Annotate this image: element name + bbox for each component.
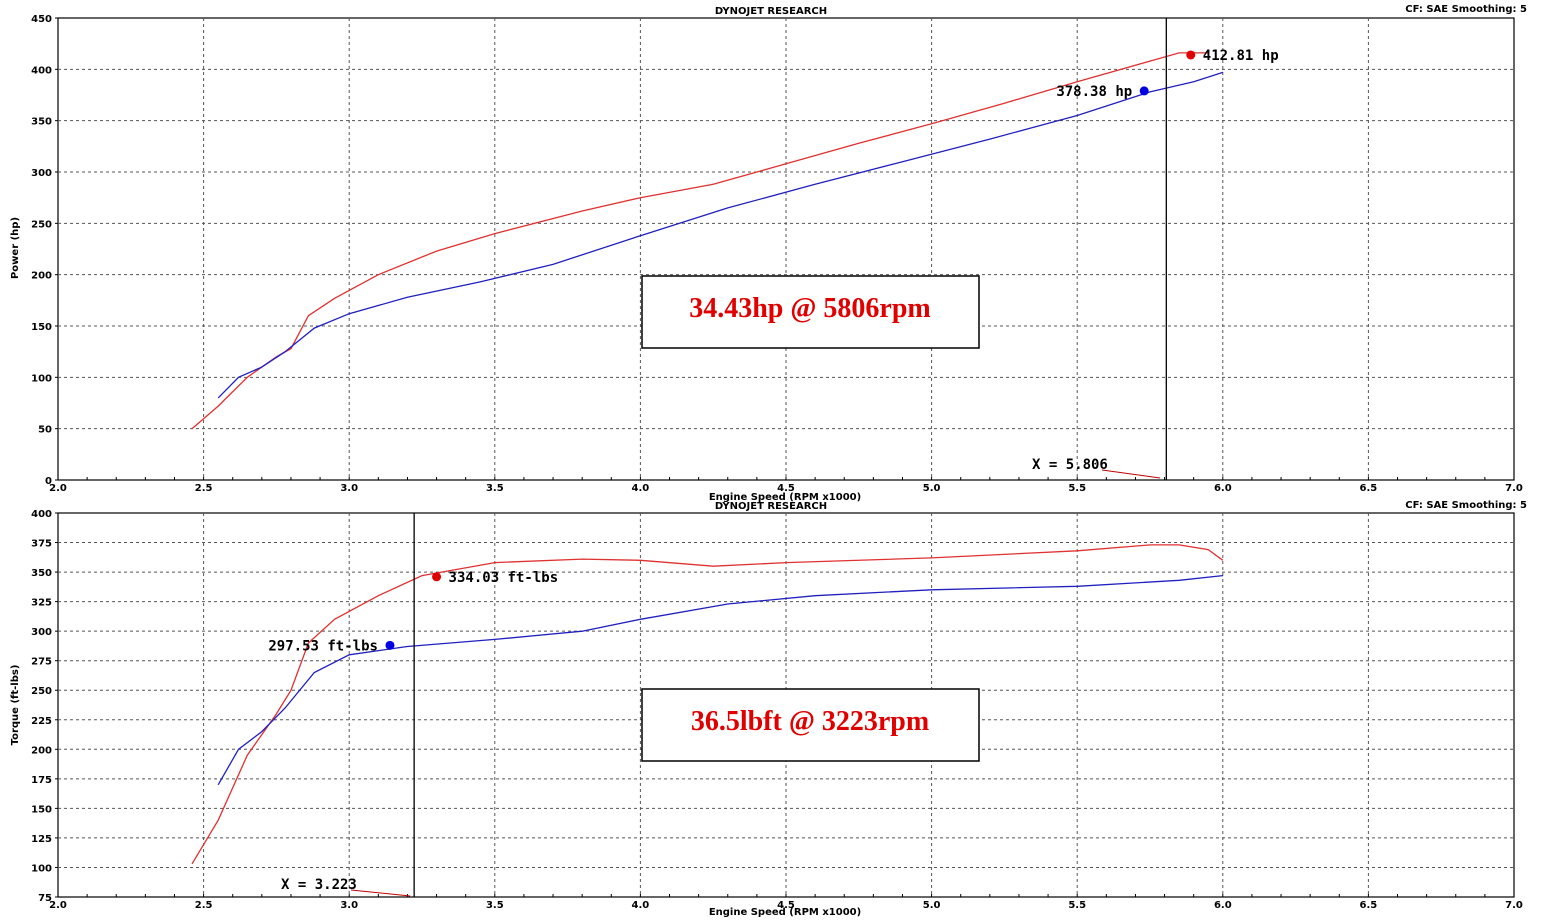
torque-x-axis-label: Engine Speed (RPM x1000) [709,907,861,918]
marker-point [385,640,395,650]
y-tick-label: 200 [31,271,52,282]
torque-header: DYNOJET RESEARCH [715,501,827,512]
power-series [191,52,1223,430]
marker-point [1186,50,1196,60]
torque-grid [57,512,1515,898]
power-settings: CF: SAE Smoothing: 5 [1405,4,1527,15]
y-tick-label: 175 [31,775,52,786]
y-tick-label: 75 [38,893,52,904]
marker-label: 297.53 ft-lbs [268,638,378,654]
y-tick-label: 250 [31,686,52,697]
y-tick-label: 400 [31,65,52,76]
x-tick-label: 4.5 [777,483,795,494]
power-annotation-text: 34.43hp @ 5806rpm [689,293,931,324]
y-tick-label: 450 [31,14,52,25]
y-tick-label: 350 [31,117,52,128]
x-tick-label: 2.5 [195,900,213,911]
x-tick-label: 3.5 [486,483,504,494]
torque-y-ticks: 75 100 125 150 175 200 225 250 275 300 325 350 375 40… [31,509,58,904]
y-tick-label: 50 [38,425,52,436]
torque-series [191,544,1224,865]
y-tick-label: 400 [31,509,52,520]
x-tick-label: 3.0 [340,483,358,494]
torque-annotation-text: 36.5lbft @ 3223rpm [691,706,929,737]
power-grid [57,17,1515,481]
y-tick-label: 125 [31,834,52,845]
series-line-red [191,544,1224,865]
y-tick-label: 250 [31,219,52,230]
power-y-axis-label: Power (hp) [10,217,21,279]
y-tick-label: 300 [31,168,52,179]
cursor-label: X = 5.806 [1032,457,1108,473]
x-tick-label: 6.0 [1214,483,1232,494]
x-tick-label: 6.5 [1360,483,1378,494]
x-tick-label: 3.0 [340,900,358,911]
torque-annotation-box: 36.5lbft @ 3223rpm [641,688,980,762]
y-tick-label: 325 [31,598,52,609]
x-tick-label: 6.5 [1360,900,1378,911]
torque-x-ticks: 2.0 2.5 3.0 3.5 4.0 4.5 5.0 5.5 6.0 6.5 7.0 [49,900,1523,911]
x-tick-label: 3.5 [486,900,504,911]
y-tick-label: 150 [31,804,52,815]
x-tick-label: 4.0 [632,483,650,494]
power-x-ticks: 2.0 2.5 3.0 3.5 4.0 4.5 5.0 5.5 6.0 6.5 7.0 [49,483,1523,494]
power-cursor[interactable]: X = 5.806 [1032,18,1167,480]
x-tick-label: 6.0 [1214,900,1232,911]
x-tick-label: 2.0 [49,483,67,494]
cursor-leader-line [1101,469,1161,479]
torque-y-axis-label: Torque (ft-lbs) [10,665,21,746]
marker-label: 378.38 hp [1056,84,1132,100]
torque-cursor[interactable]: X = 3.223 [281,513,415,897]
x-tick-label: 4.0 [632,900,650,911]
x-tick-label: 7.0 [1505,900,1523,911]
x-tick-label: 5.5 [1068,900,1086,911]
y-tick-label: 100 [31,373,52,384]
marker-label: 334.03 ft-lbs [449,570,559,586]
series-line-red [191,52,1209,430]
x-tick-label: 4.5 [777,900,795,911]
y-tick-label: 100 [31,863,52,874]
power-annotation-box: 34.43hp @ 5806rpm [641,275,980,349]
power-panel: DYNOJET RESEARCH CF: SAE Smoothing: 5 Po… [10,4,1527,503]
cursor-label: X = 3.223 [281,877,357,893]
power-x-axis-label: Engine Speed (RPM x1000) [709,492,861,503]
y-tick-label: 150 [31,322,52,333]
power-markers: 412.81 hp 378.38 hp [1056,48,1278,100]
y-tick-label: 200 [31,745,52,756]
marker-label: 412.81 hp [1203,48,1279,64]
y-tick-label: 0 [45,476,52,487]
marker-point [432,572,442,582]
torque-panel: DYNOJET RESEARCH CF: SAE Smoothing: 5 To… [10,500,1527,918]
x-tick-label: 7.0 [1505,483,1523,494]
x-tick-label: 5.0 [923,483,941,494]
x-tick-label: 2.0 [49,900,67,911]
x-tick-label: 5.0 [923,900,941,911]
y-tick-label: 300 [31,627,52,638]
x-tick-label: 2.5 [195,483,213,494]
y-tick-label: 375 [31,539,52,550]
power-y-ticks: 0 50 100 150 200 250 300 350 400 450 [31,14,58,487]
marker-point [1139,86,1149,96]
torque-settings: CF: SAE Smoothing: 5 [1405,500,1527,511]
series-line-blue [217,574,1223,786]
y-tick-label: 225 [31,716,52,727]
torque-markers: 334.03 ft-lbs 297.53 ft-lbs [268,570,558,655]
cursor-leader-line [350,889,411,897]
power-header: DYNOJET RESEARCH [715,6,827,17]
y-tick-label: 275 [31,657,52,668]
y-tick-label: 350 [31,568,52,579]
x-tick-label: 5.5 [1068,483,1086,494]
series-line-blue [217,71,1223,399]
